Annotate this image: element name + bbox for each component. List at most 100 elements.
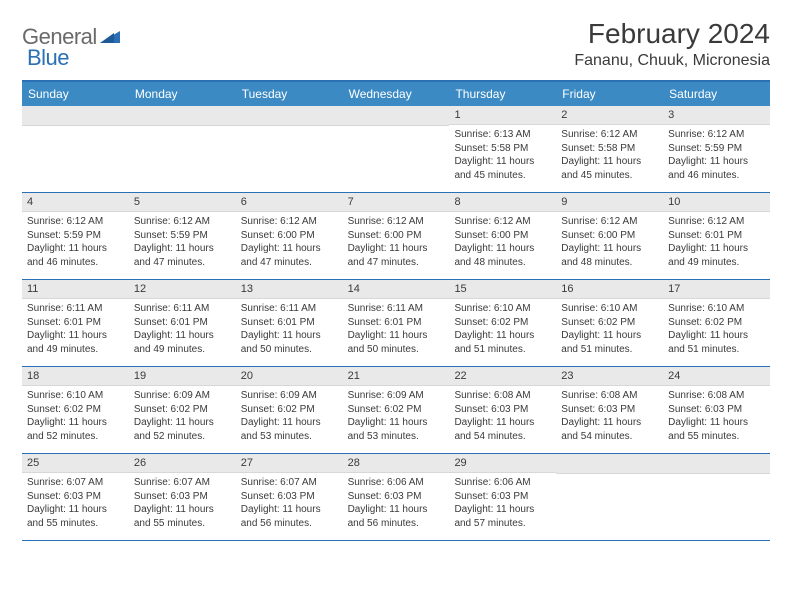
day-body: Sunrise: 6:11 AMSunset: 6:01 PMDaylight:…	[129, 299, 236, 361]
day-body: Sunrise: 6:07 AMSunset: 6:03 PMDaylight:…	[236, 473, 343, 535]
day-cell: 20Sunrise: 6:09 AMSunset: 6:02 PMDayligh…	[236, 367, 343, 453]
day-line: Sunrise: 6:12 AM	[668, 215, 765, 229]
day-line: Sunset: 5:59 PM	[134, 229, 231, 243]
day-body: Sunrise: 6:10 AMSunset: 6:02 PMDaylight:…	[449, 299, 556, 361]
day-cell	[129, 106, 236, 192]
brand-blue-row: Blue	[27, 45, 69, 71]
day-number: 1	[449, 106, 556, 125]
day-line: Sunset: 5:59 PM	[27, 229, 124, 243]
day-number: 2	[556, 106, 663, 125]
day-body: Sunrise: 6:12 AMSunset: 5:58 PMDaylight:…	[556, 125, 663, 187]
day-line: Daylight: 11 hours and 49 minutes.	[27, 329, 124, 356]
day-line: Daylight: 11 hours and 50 minutes.	[348, 329, 445, 356]
day-number: 15	[449, 280, 556, 299]
empty-day-header	[663, 454, 770, 474]
location-text: Fananu, Chuuk, Micronesia	[574, 52, 770, 70]
day-line: Sunrise: 6:12 AM	[561, 128, 658, 142]
day-line: Sunset: 6:03 PM	[27, 490, 124, 504]
day-number: 22	[449, 367, 556, 386]
day-line: Sunrise: 6:12 AM	[134, 215, 231, 229]
day-body: Sunrise: 6:06 AMSunset: 6:03 PMDaylight:…	[449, 473, 556, 535]
day-cell: 10Sunrise: 6:12 AMSunset: 6:01 PMDayligh…	[663, 193, 770, 279]
day-line: Daylight: 11 hours and 54 minutes.	[454, 416, 551, 443]
day-body: Sunrise: 6:09 AMSunset: 6:02 PMDaylight:…	[343, 386, 450, 448]
day-body: Sunrise: 6:12 AMSunset: 6:00 PMDaylight:…	[236, 212, 343, 274]
day-cell: 14Sunrise: 6:11 AMSunset: 6:01 PMDayligh…	[343, 280, 450, 366]
day-line: Sunrise: 6:12 AM	[668, 128, 765, 142]
day-number: 9	[556, 193, 663, 212]
day-cell	[22, 106, 129, 192]
day-body: Sunrise: 6:06 AMSunset: 6:03 PMDaylight:…	[343, 473, 450, 535]
week-row: 1Sunrise: 6:13 AMSunset: 5:58 PMDaylight…	[22, 106, 770, 193]
day-line: Sunset: 6:03 PM	[668, 403, 765, 417]
day-number: 11	[22, 280, 129, 299]
day-line: Sunrise: 6:09 AM	[241, 389, 338, 403]
day-line: Sunrise: 6:08 AM	[561, 389, 658, 403]
logo-triangle-icon	[100, 27, 120, 48]
title-block: February 2024 Fananu, Chuuk, Micronesia	[574, 18, 770, 70]
day-line: Sunset: 6:00 PM	[241, 229, 338, 243]
day-body: Sunrise: 6:09 AMSunset: 6:02 PMDaylight:…	[129, 386, 236, 448]
day-line: Sunset: 6:02 PM	[241, 403, 338, 417]
day-number: 13	[236, 280, 343, 299]
day-line: Sunrise: 6:10 AM	[561, 302, 658, 316]
day-number: 6	[236, 193, 343, 212]
day-line: Daylight: 11 hours and 47 minutes.	[348, 242, 445, 269]
day-cell: 3Sunrise: 6:12 AMSunset: 5:59 PMDaylight…	[663, 106, 770, 192]
day-header: Friday	[556, 82, 663, 106]
day-number: 12	[129, 280, 236, 299]
day-cell	[663, 454, 770, 540]
day-line: Daylight: 11 hours and 56 minutes.	[348, 503, 445, 530]
day-line: Sunset: 6:01 PM	[241, 316, 338, 330]
day-line: Sunset: 6:03 PM	[454, 490, 551, 504]
day-cell: 6Sunrise: 6:12 AMSunset: 6:00 PMDaylight…	[236, 193, 343, 279]
day-header: Saturday	[663, 82, 770, 106]
day-body: Sunrise: 6:07 AMSunset: 6:03 PMDaylight:…	[129, 473, 236, 535]
day-line: Sunrise: 6:06 AM	[454, 476, 551, 490]
day-cell	[343, 106, 450, 192]
day-body: Sunrise: 6:12 AMSunset: 6:00 PMDaylight:…	[449, 212, 556, 274]
day-body: Sunrise: 6:07 AMSunset: 6:03 PMDaylight:…	[22, 473, 129, 535]
day-line: Sunrise: 6:11 AM	[134, 302, 231, 316]
day-line: Sunrise: 6:09 AM	[348, 389, 445, 403]
day-line: Sunset: 6:01 PM	[668, 229, 765, 243]
day-line: Sunrise: 6:11 AM	[241, 302, 338, 316]
week-row: 25Sunrise: 6:07 AMSunset: 6:03 PMDayligh…	[22, 454, 770, 541]
day-cell: 8Sunrise: 6:12 AMSunset: 6:00 PMDaylight…	[449, 193, 556, 279]
day-line: Daylight: 11 hours and 54 minutes.	[561, 416, 658, 443]
day-number: 14	[343, 280, 450, 299]
day-line: Sunset: 6:02 PM	[561, 316, 658, 330]
day-line: Daylight: 11 hours and 55 minutes.	[27, 503, 124, 530]
day-line: Sunrise: 6:07 AM	[27, 476, 124, 490]
day-number: 27	[236, 454, 343, 473]
day-cell: 22Sunrise: 6:08 AMSunset: 6:03 PMDayligh…	[449, 367, 556, 453]
day-cell: 16Sunrise: 6:10 AMSunset: 6:02 PMDayligh…	[556, 280, 663, 366]
day-number: 25	[22, 454, 129, 473]
day-body: Sunrise: 6:11 AMSunset: 6:01 PMDaylight:…	[236, 299, 343, 361]
day-cell: 26Sunrise: 6:07 AMSunset: 6:03 PMDayligh…	[129, 454, 236, 540]
day-line: Daylight: 11 hours and 48 minutes.	[561, 242, 658, 269]
day-line: Daylight: 11 hours and 47 minutes.	[241, 242, 338, 269]
day-number: 7	[343, 193, 450, 212]
day-cell: 29Sunrise: 6:06 AMSunset: 6:03 PMDayligh…	[449, 454, 556, 540]
day-cell: 7Sunrise: 6:12 AMSunset: 6:00 PMDaylight…	[343, 193, 450, 279]
day-line: Sunset: 5:59 PM	[668, 142, 765, 156]
day-cell: 2Sunrise: 6:12 AMSunset: 5:58 PMDaylight…	[556, 106, 663, 192]
day-cell	[236, 106, 343, 192]
day-line: Sunset: 5:58 PM	[454, 142, 551, 156]
day-body: Sunrise: 6:08 AMSunset: 6:03 PMDaylight:…	[449, 386, 556, 448]
day-line: Sunset: 6:01 PM	[134, 316, 231, 330]
day-line: Sunset: 6:03 PM	[454, 403, 551, 417]
day-line: Daylight: 11 hours and 47 minutes.	[134, 242, 231, 269]
day-line: Sunset: 6:00 PM	[454, 229, 551, 243]
day-cell: 24Sunrise: 6:08 AMSunset: 6:03 PMDayligh…	[663, 367, 770, 453]
day-line: Sunset: 6:03 PM	[561, 403, 658, 417]
day-cell: 13Sunrise: 6:11 AMSunset: 6:01 PMDayligh…	[236, 280, 343, 366]
day-line: Daylight: 11 hours and 56 minutes.	[241, 503, 338, 530]
day-line: Daylight: 11 hours and 51 minutes.	[454, 329, 551, 356]
day-line: Sunrise: 6:12 AM	[348, 215, 445, 229]
day-line: Sunset: 6:00 PM	[561, 229, 658, 243]
day-line: Sunrise: 6:11 AM	[348, 302, 445, 316]
day-line: Sunrise: 6:12 AM	[454, 215, 551, 229]
empty-day-header	[556, 454, 663, 474]
